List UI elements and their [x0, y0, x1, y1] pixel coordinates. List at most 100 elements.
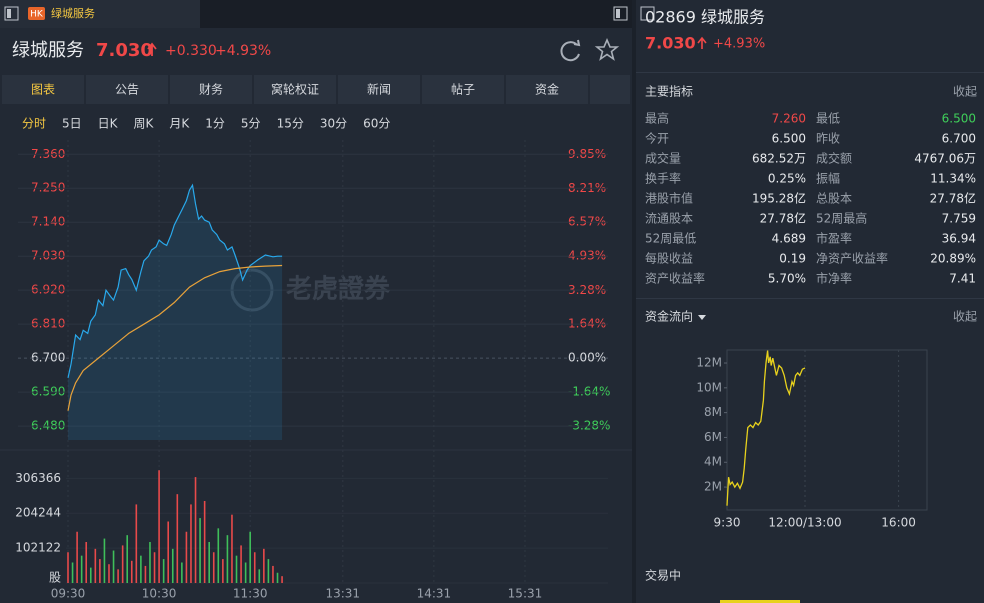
volume-bar	[249, 531, 251, 583]
volume-bar	[194, 477, 197, 583]
period-button[interactable]: 15分	[277, 117, 304, 131]
stat-label: 昨收	[816, 132, 840, 146]
volume-bar	[171, 548, 174, 583]
tab-label[interactable]: 公告	[115, 83, 139, 97]
fund-flow-line	[726, 350, 806, 506]
layout-icon[interactable]	[640, 6, 655, 21]
y2-tick-label: 4.93%	[568, 249, 606, 263]
volume-bar	[203, 501, 206, 583]
price-change: +0.330	[165, 43, 217, 59]
layout-icon[interactable]	[4, 6, 19, 21]
collapse-button[interactable]: 收起	[953, 85, 977, 99]
right-panel	[636, 0, 984, 603]
stat-value: 6.700	[942, 132, 976, 146]
volume-bar	[258, 569, 261, 583]
stat-value: 4767.06万	[914, 152, 976, 166]
x-tick-label: 11:30	[233, 587, 268, 601]
x-tick-label: 12:00/13:00	[768, 516, 841, 530]
stat-value: 682.52万	[752, 152, 806, 166]
volume-bar	[226, 535, 229, 583]
period-button[interactable]: 60分	[363, 117, 390, 131]
volume-bar	[144, 565, 147, 583]
x-tick-label: 9:30	[714, 516, 741, 530]
volume-bar	[71, 562, 74, 583]
tab-label[interactable]: 新闻	[367, 82, 391, 97]
stat-value: 5.70%	[768, 272, 806, 286]
period-button[interactable]: 5日	[62, 117, 82, 131]
volume-bar	[208, 542, 210, 583]
tab-label[interactable]: 图表	[31, 83, 55, 97]
volume-bar	[222, 559, 224, 583]
y-tick-label: 4M	[704, 455, 722, 469]
tab-button[interactable]	[590, 75, 630, 104]
tab-button[interactable]	[506, 75, 588, 104]
price-change-pct: +4.93%	[215, 43, 271, 59]
period-button[interactable]: 分时	[22, 117, 46, 131]
stat-label: 52周最高	[816, 211, 867, 226]
stock-name: 绿城服务	[12, 40, 84, 61]
up-arrow	[697, 36, 707, 49]
stat-value: 195.28亿	[752, 191, 806, 206]
tab-label[interactable]: 帖子	[451, 82, 475, 97]
volume-bar	[212, 552, 215, 583]
period-button[interactable]: 月K	[169, 117, 190, 131]
layout-icon[interactable]	[613, 6, 628, 21]
tab-label[interactable]: 窝轮权证	[271, 82, 319, 97]
tab-button[interactable]	[2, 75, 84, 104]
stat-value: 36.94	[942, 232, 976, 246]
period-button[interactable]: 周K	[134, 117, 155, 131]
volume-bar	[272, 565, 274, 583]
tab-button[interactable]	[170, 75, 252, 104]
x-tick-label: 09:30	[51, 587, 86, 601]
volume-bar	[135, 504, 138, 583]
tab-button[interactable]	[338, 75, 420, 104]
volume-bar	[112, 550, 115, 583]
fund-flow-title[interactable]: 资金流向	[645, 309, 693, 324]
x-tick-label: 16:00	[881, 516, 916, 530]
tab-name[interactable]: 绿城服务	[51, 6, 95, 20]
refresh-icon-head	[573, 39, 581, 47]
y2-tick-label: -1.64%	[568, 385, 610, 399]
period-button[interactable]: 日K	[98, 117, 119, 131]
stat-label: 每股收益	[645, 251, 693, 266]
volume-bar	[181, 562, 183, 583]
tab-label[interactable]: 财务	[199, 82, 223, 97]
volume-bar	[235, 555, 238, 583]
stat-value: 7.260	[772, 112, 806, 126]
period-button[interactable]: 30分	[320, 117, 347, 131]
y2-tick-label: 6.57%	[568, 215, 606, 229]
stat-label: 总股本	[816, 192, 852, 206]
stat-value: 6.500	[942, 112, 976, 126]
stat-label: 振幅	[816, 171, 840, 186]
period-button[interactable]: 5分	[241, 117, 261, 131]
stat-value: 27.78亿	[760, 211, 806, 226]
market-status: 交易中	[645, 568, 681, 583]
volume-bar	[67, 552, 69, 583]
volume-bar	[117, 569, 119, 583]
stat-label: 最高	[645, 111, 669, 126]
volume-tick-label: 204244	[15, 506, 61, 520]
stat-value: 4.689	[772, 232, 806, 246]
stat-value: 0.25%	[768, 172, 806, 186]
volume-bar	[263, 548, 265, 583]
stat-label: 最低	[816, 112, 840, 126]
volume-bar	[121, 545, 124, 583]
y-tick-label: 10M	[696, 380, 722, 394]
x-tick-label: 15:31	[508, 587, 543, 601]
quote-price: 7.030	[645, 34, 696, 53]
star-icon[interactable]	[594, 37, 620, 61]
volume-bar	[89, 567, 92, 583]
stat-value: 11.34%	[930, 172, 976, 186]
collapse-button[interactable]: 收起	[953, 310, 977, 324]
tab-button[interactable]	[254, 75, 336, 104]
tab-label[interactable]: 资金	[535, 82, 559, 97]
market-badge	[28, 7, 45, 20]
indicators-title: 主要指标	[645, 84, 693, 99]
stat-label: 市盈率	[816, 231, 852, 246]
dropdown-icon[interactable]	[698, 315, 706, 320]
stat-label: 净资产收益率	[816, 251, 888, 266]
period-button[interactable]: 1分	[205, 117, 225, 131]
tab-button[interactable]	[422, 75, 504, 104]
tab-button[interactable]	[86, 75, 168, 104]
refresh-icon[interactable]	[560, 41, 580, 62]
